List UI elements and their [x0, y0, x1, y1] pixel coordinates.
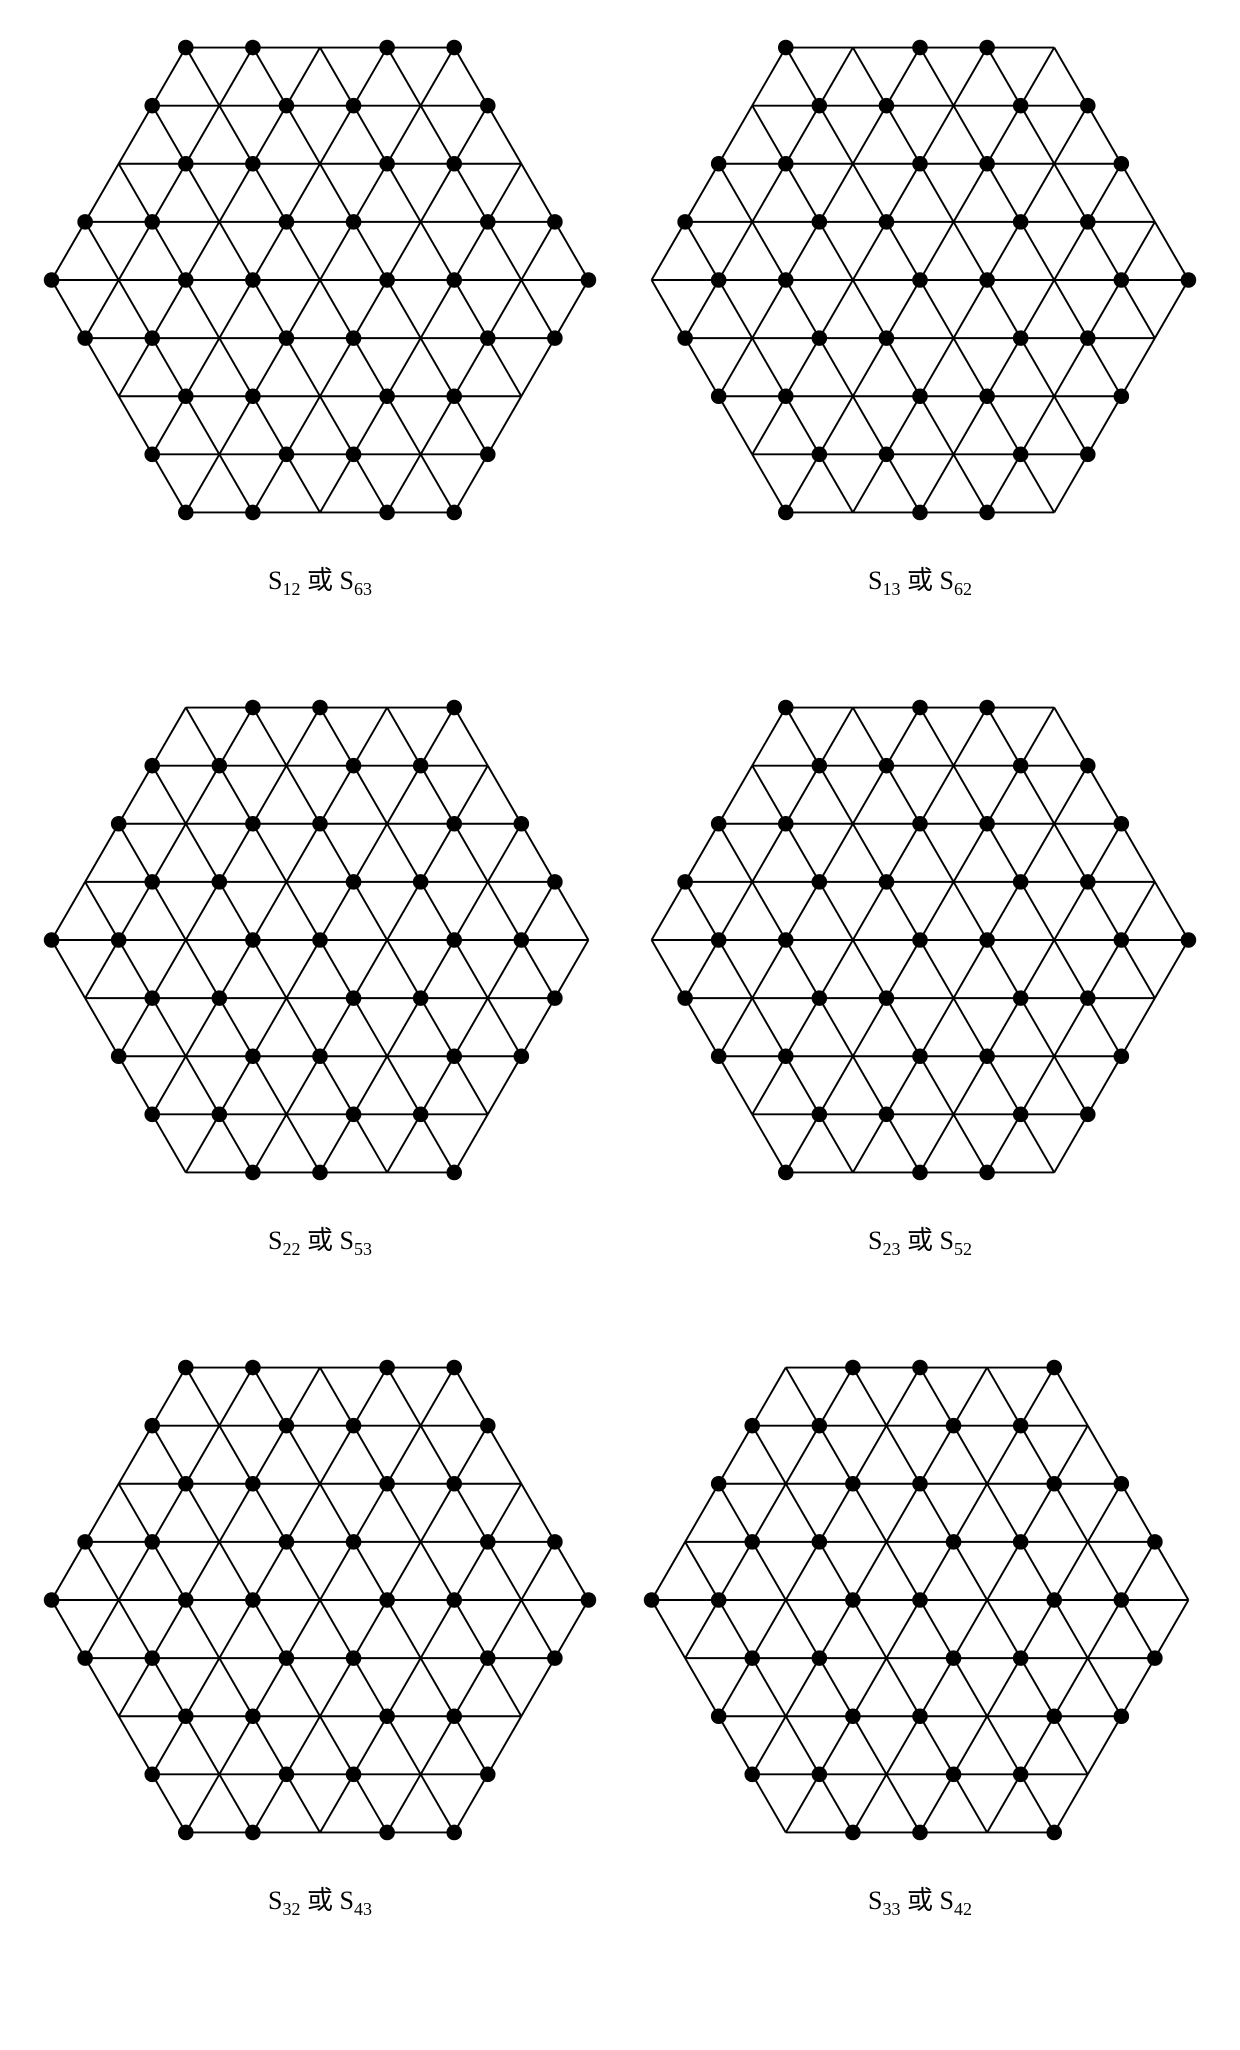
hex-diagram-12 — [30, 20, 610, 540]
caption-33: S33 或 S42 — [868, 1880, 972, 1920]
hex-diagram-23 — [630, 680, 1210, 1200]
caption-text: S13 或 S62 — [868, 566, 972, 595]
caption-text: S32 或 S43 — [268, 1886, 372, 1915]
cell-12: S12 或 S63 — [30, 20, 610, 600]
cell-33: S33 或 S42 — [630, 1340, 1210, 1920]
caption-text: S12 或 S63 — [268, 566, 372, 595]
caption-13: S13 或 S62 — [868, 560, 972, 600]
row-1: S12 或 S63 S13 或 S62 — [20, 20, 1220, 600]
caption-text: S22 或 S53 — [268, 1226, 372, 1255]
caption-text: S23 或 S52 — [868, 1226, 972, 1255]
cell-23: S23 或 S52 — [630, 680, 1210, 1260]
caption-22: S22 或 S53 — [268, 1220, 372, 1260]
row-3: S32 或 S43 S33 或 S42 — [20, 1340, 1220, 1920]
hex-diagram-32 — [30, 1340, 610, 1860]
caption-text: S33 或 S42 — [868, 1886, 972, 1915]
hex-diagram-33 — [630, 1340, 1210, 1860]
row-2: S22 或 S53 S23 或 S52 — [20, 680, 1220, 1260]
diagram-grid: S12 或 S63 S13 或 S62 S22 或 S53 S23 或 S52 — [20, 20, 1220, 1921]
caption-32: S32 或 S43 — [268, 1880, 372, 1920]
caption-23: S23 或 S52 — [868, 1220, 972, 1260]
caption-12: S12 或 S63 — [268, 560, 372, 600]
hex-diagram-13 — [630, 20, 1210, 540]
cell-22: S22 或 S53 — [30, 680, 610, 1260]
cell-13: S13 或 S62 — [630, 20, 1210, 600]
cell-32: S32 或 S43 — [30, 1340, 610, 1920]
hex-diagram-22 — [30, 680, 610, 1200]
